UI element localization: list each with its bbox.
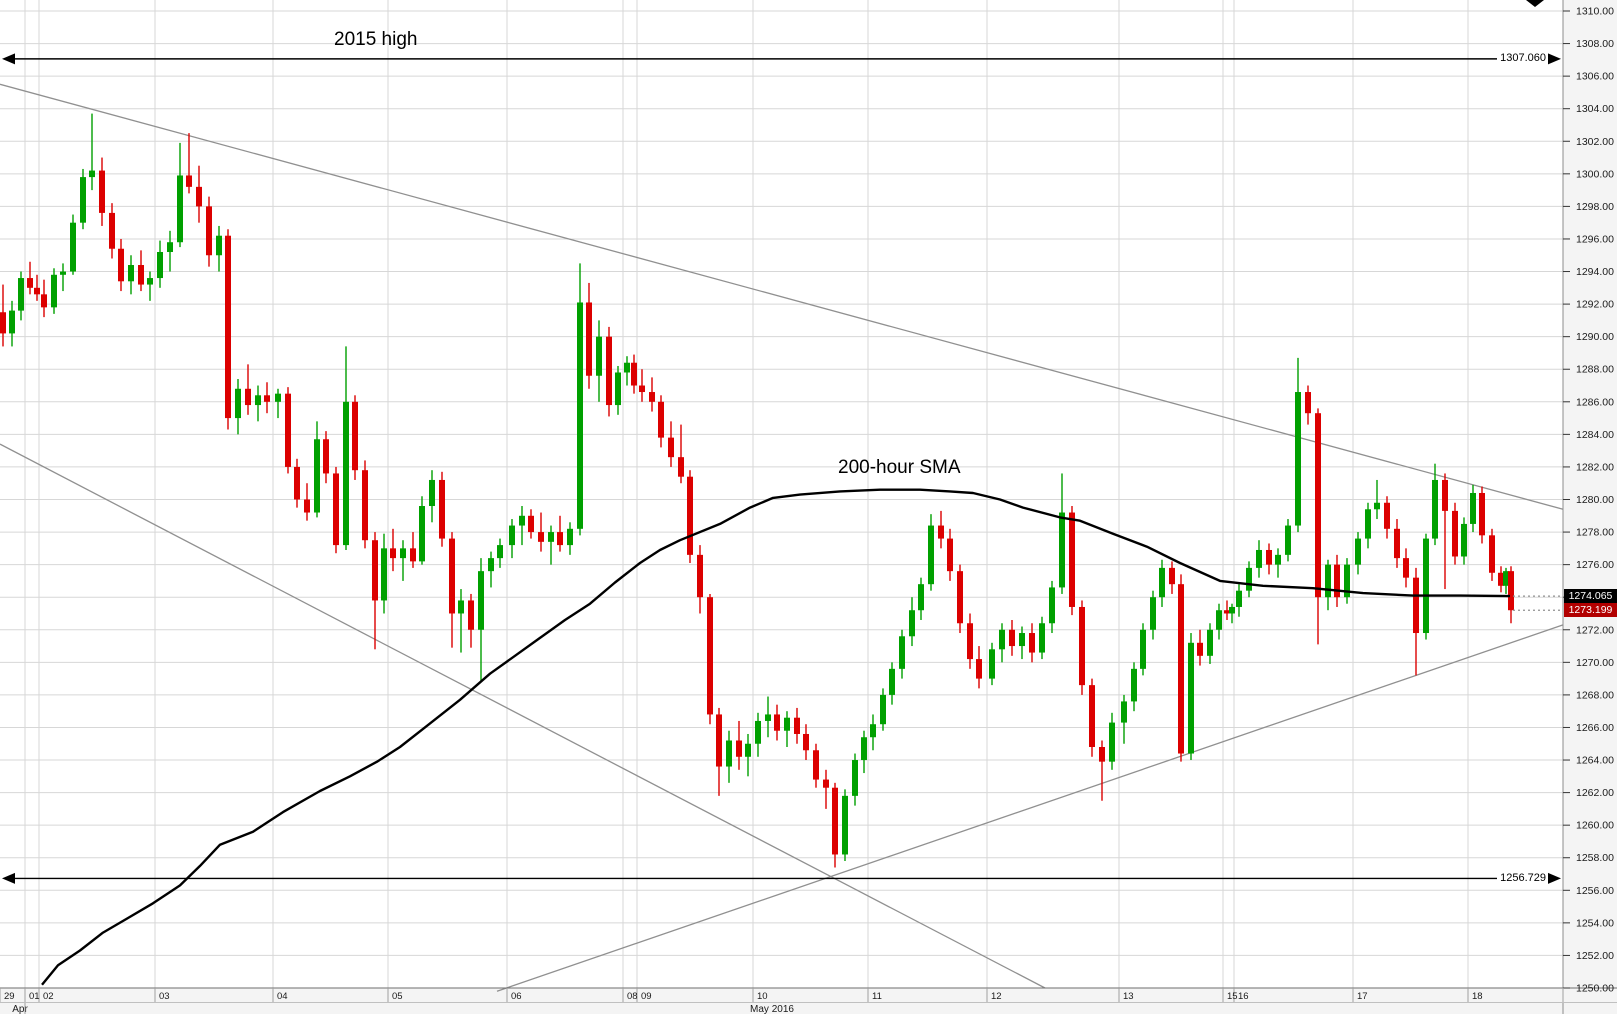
day-tick-label: 17: [1357, 991, 1368, 1002]
day-tick-label: 03: [159, 991, 170, 1002]
price-tick-label: 1280.00: [1576, 494, 1614, 506]
price-tick-label: 1292.00: [1576, 299, 1614, 311]
price-tick-label: 1306.00: [1576, 71, 1614, 83]
day-tick-label: 01: [29, 991, 40, 1002]
sma-line: [41, 488, 1511, 986]
price-tag-leaders: [1513, 595, 1563, 611]
trendline-descending-upper: [0, 83, 1564, 510]
day-tick-label: 10: [757, 991, 768, 1002]
support-price-label: 1256.729: [1500, 871, 1546, 884]
price-tick-label: 1264.00: [1576, 755, 1614, 767]
day-tick-label: 05: [392, 991, 403, 1002]
day-tick-label: 12: [991, 991, 1002, 1002]
candlestick-series: [0, 113, 1514, 868]
price-tick-label: 1268.00: [1576, 689, 1614, 701]
price-tick-label: 1266.00: [1576, 722, 1614, 734]
month-tick-label: Apr: [12, 1004, 28, 1014]
horizontal-level-lines: [2, 53, 1561, 884]
price-tick-label: 1262.00: [1576, 787, 1614, 799]
annotation-2015-high: 2015 high: [334, 29, 418, 50]
arrowhead-right-icon: [1548, 872, 1561, 884]
trendlines: [0, 83, 1564, 992]
price-tick-label: 1294.00: [1576, 266, 1614, 278]
day-tick-label: 15: [1227, 991, 1238, 1002]
price-tick-label: 1286.00: [1576, 396, 1614, 408]
day-tick-label: 04: [277, 991, 288, 1002]
price-tick-label: 1270.00: [1576, 657, 1614, 669]
month-tick-label: May 2016: [750, 1004, 794, 1014]
price-tick-label: 1272.00: [1576, 624, 1614, 636]
day-tick-label: 09: [641, 991, 652, 1002]
price-tick-label: 1254.00: [1576, 917, 1614, 929]
price-tick-label: 1296.00: [1576, 233, 1614, 245]
annotation-sma-label: 200-hour SMA: [838, 457, 961, 478]
price-tick-label: 1282.00: [1576, 461, 1614, 473]
price-tick-label: 1300.00: [1576, 168, 1614, 180]
price-tick-label: 1290.00: [1576, 331, 1614, 343]
day-tick-label: 18: [1472, 991, 1483, 1002]
price-tick-label: 1288.00: [1576, 364, 1614, 376]
day-tick-label: 08: [627, 991, 638, 1002]
price-tick-label: 1276.00: [1576, 559, 1614, 571]
price-tick-label: 1302.00: [1576, 136, 1614, 148]
price-tick-label: 1260.00: [1576, 820, 1614, 832]
trendline-descending-lower: [0, 443, 1046, 989]
arrowhead-right-icon: [1548, 53, 1561, 65]
price-tick-label: 1284.00: [1576, 429, 1614, 441]
last-price-tag: 1273.199: [1564, 603, 1617, 618]
resistance-price-label: 1307.060: [1500, 52, 1546, 65]
price-tick-label: 1252.00: [1576, 950, 1614, 962]
price-tick-label: 1310.00: [1576, 6, 1614, 18]
price-tick-label: 1308.00: [1576, 38, 1614, 50]
price-tick-label: 1278.00: [1576, 527, 1614, 539]
day-tick-label: 11: [872, 991, 882, 1002]
day-tick-label: 06: [511, 991, 522, 1002]
trendline-ascending-support: [496, 624, 1564, 992]
day-tick-label: 29: [4, 991, 15, 1002]
day-tick-label: 02: [43, 991, 54, 1002]
price-tick-label: 1250.00: [1576, 983, 1614, 995]
sma-value-tag: 1274.065: [1564, 589, 1617, 604]
price-tick-label: 1256.00: [1576, 885, 1614, 897]
price-tick-label: 1304.00: [1576, 103, 1614, 115]
arrowhead-left-icon: [2, 53, 15, 65]
day-tick-label: 13: [1123, 991, 1134, 1002]
arrowhead-left-icon: [2, 872, 15, 884]
scroll-marker-icon: [1526, 0, 1544, 7]
time-axis[interactable]: 29 01 02 03 04 05 06 08 09 10 11 12 13 15 16 17 18 Apr May…: [0, 988, 1564, 1014]
price-tick-label: 1298.00: [1576, 201, 1614, 213]
gridlines: [0, 0, 1563, 989]
day-tick-label: 16: [1238, 991, 1249, 1002]
price-tick-label: 1258.00: [1576, 852, 1614, 864]
